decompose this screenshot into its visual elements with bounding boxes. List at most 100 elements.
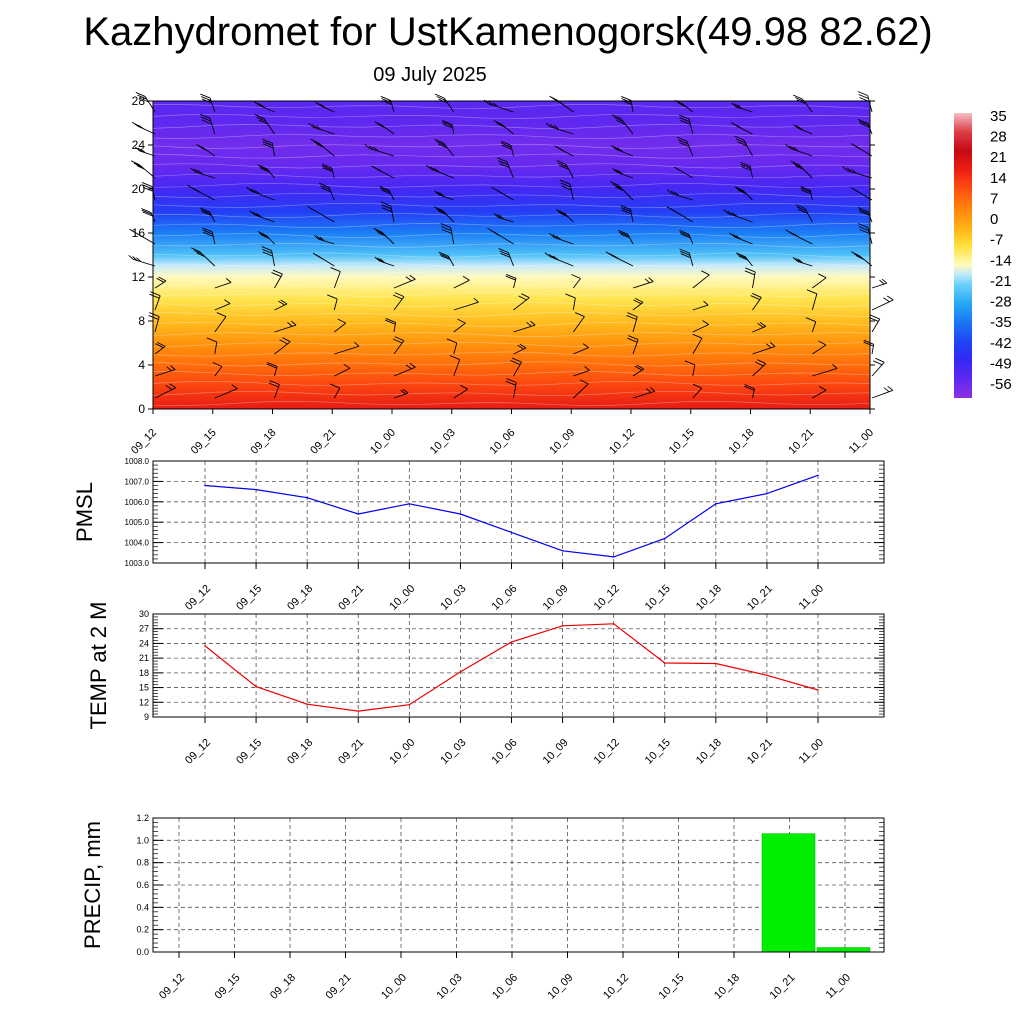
data-point <box>459 671 462 673</box>
wind-barb <box>573 343 589 355</box>
wind-barb <box>674 99 694 113</box>
colorbar-label: -28 <box>990 294 1012 311</box>
wind-barb <box>202 227 216 245</box>
x-tick-label: 10_09 <box>541 737 571 767</box>
wind-barb <box>493 213 514 223</box>
contour-line <box>152 351 871 357</box>
contour-line <box>152 233 871 238</box>
wind-barb <box>312 252 335 267</box>
wind-barb <box>692 383 703 399</box>
data-point <box>715 662 717 665</box>
wind-barb <box>666 189 693 201</box>
wind-barb <box>154 341 166 355</box>
x-tick-label: 10_12 <box>592 737 622 767</box>
wind-barb <box>618 229 634 245</box>
wind-barb <box>549 95 574 113</box>
data-point <box>510 641 513 643</box>
wind-barb <box>674 166 694 179</box>
wind-barb <box>730 122 753 135</box>
y-tick-label: 4 <box>138 358 145 372</box>
wind-barb <box>785 229 813 245</box>
wind-barb <box>632 277 654 289</box>
wind-barb <box>868 314 881 333</box>
wind-barb <box>393 388 409 399</box>
data-point <box>766 492 768 495</box>
wind-barb <box>453 384 468 399</box>
wind-barb <box>257 164 275 179</box>
wind-barb <box>612 168 634 179</box>
wind-barb <box>246 186 275 201</box>
contour-line <box>152 322 871 327</box>
wind-barb <box>257 231 275 245</box>
wind-barb <box>274 337 291 355</box>
panel-frame <box>152 460 885 564</box>
data-point <box>408 503 411 505</box>
wind-barb <box>871 385 894 399</box>
wind-barb <box>692 300 709 311</box>
wind-barb <box>214 299 231 311</box>
contour-line <box>152 192 871 198</box>
wind-barb <box>321 163 335 179</box>
wind-barb <box>805 317 817 333</box>
wind-barb <box>744 384 755 399</box>
data-point <box>459 513 462 515</box>
wind-barb <box>510 357 522 377</box>
wind-barb <box>334 341 360 355</box>
temp-panel: 9 12 15 18 21 24 27 30 09_12 09_15 09_18 09_21 10_00… <box>86 602 885 767</box>
y-tick-label: 18 <box>139 668 149 678</box>
y-tick-label: 0 <box>138 402 145 416</box>
y-tick-label: 20 <box>132 182 146 196</box>
wind-barb <box>692 270 710 289</box>
contour-line <box>153 371 871 376</box>
x-tick-label: 10_06 <box>488 427 518 457</box>
contour-line <box>152 361 870 367</box>
wind-barb <box>620 204 634 223</box>
x-tick-label: 10_18 <box>694 583 724 613</box>
wind-barb <box>549 233 574 245</box>
y-tick-label: 1006.0 <box>125 498 150 507</box>
colorbar-label: -35 <box>990 314 1012 331</box>
x-tick-label: 09_21 <box>308 427 338 457</box>
x-tick-label: 10_18 <box>727 427 757 457</box>
wind-barb <box>200 113 216 135</box>
x-tick-label: 10_18 <box>712 972 742 1002</box>
cross-section-panel: 0 4 8 12 16 20 24 28 09_12 09_15 09_18 09_21 10_00 10… <box>128 91 894 457</box>
wind-barb <box>364 143 395 157</box>
wind-barb <box>554 145 574 157</box>
panel-frame <box>152 613 885 718</box>
x-tick-label: 10_06 <box>490 583 520 613</box>
data-point <box>561 549 564 552</box>
x-tick-label: 11_00 <box>797 583 827 613</box>
wind-barb <box>863 339 875 355</box>
x-tick-label: 10_03 <box>438 737 468 767</box>
colorbar-label: -49 <box>990 355 1012 372</box>
wind-barb <box>610 181 634 201</box>
wind-barb <box>744 267 756 289</box>
wind-barb <box>750 292 762 311</box>
y-tick-label: 12 <box>139 697 149 707</box>
wind-barb <box>254 114 275 135</box>
data-point <box>408 703 411 706</box>
wind-barb <box>729 232 753 245</box>
y-tick-label: 0.2 <box>136 925 149 935</box>
wind-barb <box>677 136 694 157</box>
y-axis-label: PMSL <box>72 482 97 542</box>
y-tick-label: 24 <box>132 138 146 152</box>
wind-barb <box>453 318 466 333</box>
wind-barb <box>214 384 238 399</box>
x-tick-label: 10_06 <box>490 972 520 1002</box>
pmsl-panel: 1003.0 1004.0 1005.0 1006.0 1007.0 1008.0 09_1… <box>72 457 885 613</box>
x-tick-label: 09_18 <box>249 427 279 457</box>
wind-barb <box>565 293 576 311</box>
wind-barb <box>334 318 347 333</box>
x-tick-label: 10_12 <box>592 583 622 613</box>
wind-barb <box>191 247 216 267</box>
y-tick-label: 1005.0 <box>125 518 150 527</box>
contour-line <box>152 301 871 307</box>
wind-barb <box>135 91 156 113</box>
wind-barb <box>793 94 813 113</box>
wind-barb <box>330 267 341 289</box>
wind-barb <box>632 364 645 377</box>
wind-barb <box>385 317 397 333</box>
